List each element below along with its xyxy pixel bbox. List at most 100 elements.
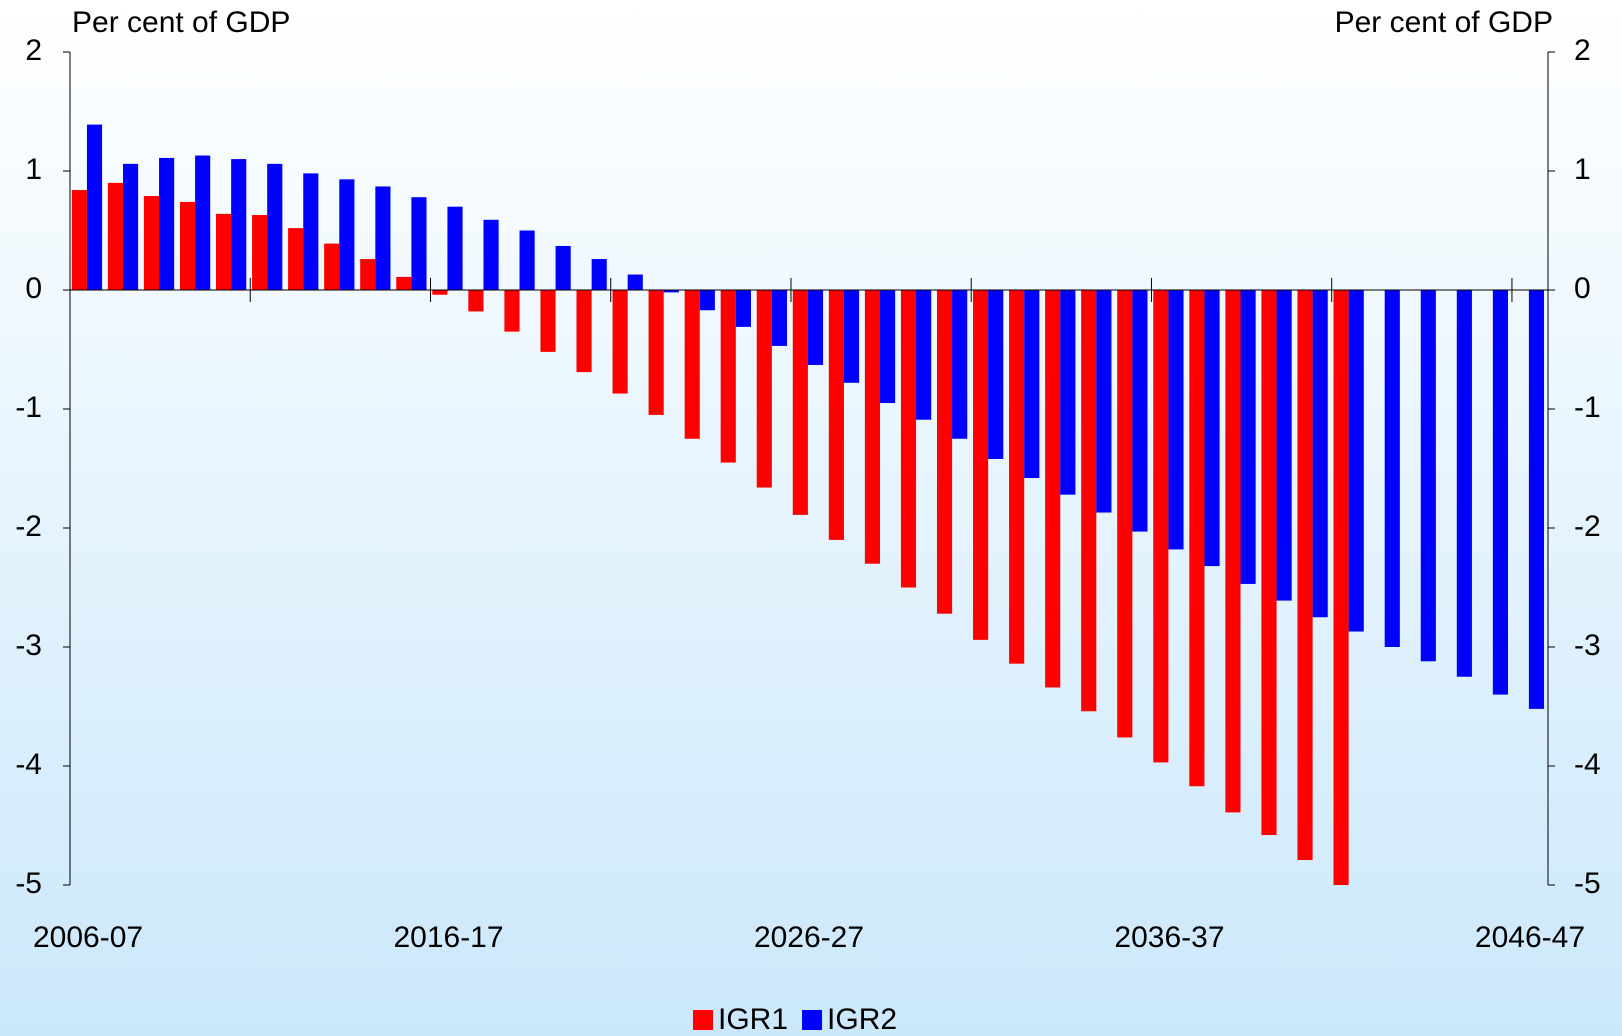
bar xyxy=(519,230,535,290)
bar xyxy=(1297,290,1313,861)
x-tick-label: 2046-47 xyxy=(1475,921,1585,954)
y-tick-label: 2 xyxy=(25,34,42,67)
bar xyxy=(86,124,103,290)
bar xyxy=(267,163,283,290)
legend-swatch xyxy=(802,1010,823,1030)
bar xyxy=(468,290,484,312)
legend-label: IGR1 xyxy=(718,1003,788,1036)
bar xyxy=(699,290,715,311)
bar xyxy=(1240,290,1256,584)
y2-tick-label: 1 xyxy=(1574,153,1591,186)
bar xyxy=(107,182,123,290)
bar xyxy=(1096,290,1112,513)
bar xyxy=(122,163,139,290)
bar xyxy=(288,228,304,290)
bar xyxy=(215,213,232,290)
bar xyxy=(1132,290,1148,532)
bar xyxy=(375,186,391,290)
legend-swatch xyxy=(693,1010,713,1030)
bar xyxy=(807,290,824,365)
y-tick-label: 1 xyxy=(25,153,42,186)
bar xyxy=(1456,290,1472,677)
bar xyxy=(973,290,989,640)
bar xyxy=(864,290,881,564)
bar xyxy=(252,215,268,290)
bar xyxy=(179,201,196,290)
bar xyxy=(71,190,87,290)
y2-tick-label: -1 xyxy=(1574,391,1601,424)
bar xyxy=(916,290,932,420)
bar xyxy=(1045,290,1061,688)
bar xyxy=(143,195,160,290)
bar xyxy=(1276,290,1292,601)
bar xyxy=(1225,290,1241,813)
x-tick-label: 2026-27 xyxy=(754,921,864,954)
bar xyxy=(1312,290,1328,618)
bar xyxy=(648,290,664,415)
y2-tick-label: 0 xyxy=(1574,272,1591,305)
bar xyxy=(1333,290,1349,885)
bar xyxy=(1009,290,1025,664)
bar xyxy=(1189,290,1205,787)
y-tick-label: -3 xyxy=(15,629,42,662)
bar xyxy=(828,290,844,540)
legend-label: IGR2 xyxy=(827,1003,897,1036)
bar xyxy=(1348,290,1364,632)
y2-axis-label: Per cent of GDP xyxy=(1335,6,1553,39)
y2-tick-label: -3 xyxy=(1574,629,1601,662)
bar xyxy=(936,290,953,614)
x-tick-label: 2016-17 xyxy=(393,921,503,954)
bar xyxy=(591,259,607,290)
bar xyxy=(555,245,571,290)
bar xyxy=(324,243,340,290)
y-tick-label: -2 xyxy=(15,510,42,543)
y-axis-label: Per cent of GDP xyxy=(72,6,290,39)
bar xyxy=(684,290,700,439)
bar xyxy=(1204,290,1220,567)
bar xyxy=(1492,290,1508,695)
bar xyxy=(360,259,376,290)
bar xyxy=(1024,290,1040,479)
bar xyxy=(195,155,211,290)
bar xyxy=(1261,290,1277,836)
bar xyxy=(1081,290,1097,712)
bar xyxy=(880,290,896,404)
bar xyxy=(792,290,808,515)
bar xyxy=(663,290,679,293)
bar xyxy=(1153,290,1169,763)
bar xyxy=(771,290,788,346)
bar xyxy=(1168,290,1184,550)
bar xyxy=(612,290,628,394)
y2-tick-label: -4 xyxy=(1574,748,1601,781)
bar xyxy=(1384,290,1400,647)
bar xyxy=(843,290,860,383)
y2-tick-label: 2 xyxy=(1574,34,1591,67)
bar xyxy=(159,157,175,290)
bar xyxy=(576,290,592,373)
x-tick-label: 2036-37 xyxy=(1114,921,1224,954)
y-tick-label: -4 xyxy=(15,748,42,781)
bar xyxy=(720,290,736,463)
bar xyxy=(339,179,355,290)
bar xyxy=(988,290,1004,459)
bar xyxy=(231,159,247,290)
bar xyxy=(1528,290,1545,709)
y-tick-label: -1 xyxy=(15,391,42,424)
bar xyxy=(900,290,917,588)
bar xyxy=(447,206,463,290)
bar xyxy=(1420,290,1436,662)
bar xyxy=(756,290,772,488)
bar xyxy=(1060,290,1076,495)
bar xyxy=(483,219,499,290)
y2-tick-label: -2 xyxy=(1574,510,1601,543)
y2-tick-label: -5 xyxy=(1574,867,1601,900)
bar xyxy=(540,290,556,352)
bar xyxy=(952,290,968,439)
y-tick-label: 0 xyxy=(25,272,42,305)
bar xyxy=(411,197,427,290)
bar xyxy=(627,274,643,290)
y-tick-label: -5 xyxy=(15,867,42,900)
bar xyxy=(735,290,751,327)
